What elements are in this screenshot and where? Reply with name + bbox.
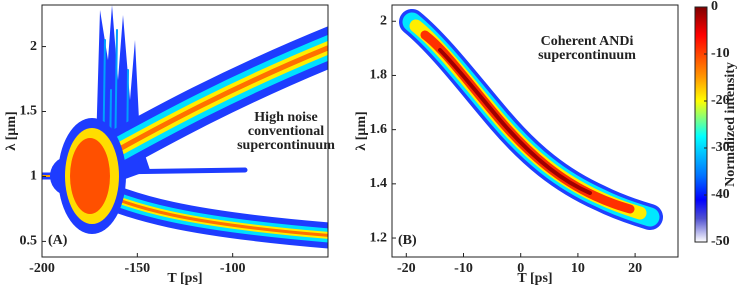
annotation: conventional xyxy=(248,124,324,139)
panel-label: (B) xyxy=(398,233,417,248)
y-axis-label: λ [μm] xyxy=(354,111,369,150)
y-tick-label: 2 xyxy=(30,39,37,54)
colorbar-tick-label: -30 xyxy=(711,140,730,155)
y-axis-label: λ [μm] xyxy=(4,111,19,150)
y-tick-label: 2 xyxy=(380,13,387,28)
colorbar-label: Normalized intensity xyxy=(723,62,738,187)
x-tick-label: -10 xyxy=(454,261,473,276)
y-tick-label: 1.4 xyxy=(370,176,388,191)
y-tick-label: 1.6 xyxy=(370,122,388,137)
x-tick-label: -150 xyxy=(124,261,150,276)
y-tick-label: 1.5 xyxy=(20,104,38,119)
panel-label: (A) xyxy=(48,233,68,248)
x-tick-label: -200 xyxy=(29,261,55,276)
annotation: Coherent ANDi xyxy=(541,34,634,49)
spectrogram-a-image xyxy=(42,5,328,249)
annotation: supercontinuum xyxy=(237,138,335,153)
x-tick-label: 20 xyxy=(628,261,642,276)
colorbar-tick-label: -40 xyxy=(711,187,730,202)
axes-frame xyxy=(391,4,679,258)
spectrogram-b-image xyxy=(399,9,663,230)
colorbar-tick-label: -50 xyxy=(711,234,730,249)
y-tick-label: 0.5 xyxy=(20,234,38,249)
y-tick-label: 1.8 xyxy=(370,68,388,83)
colorbar-tick-label: -20 xyxy=(711,93,730,108)
axes-frame xyxy=(41,4,329,258)
y-tick-label: 1.2 xyxy=(370,230,388,245)
x-axis-label: T [ps] xyxy=(517,271,552,286)
x-axis-label: T [ps] xyxy=(167,271,202,286)
x-tick-label: 0 xyxy=(517,261,524,276)
x-tick-label: 10 xyxy=(571,261,585,276)
annotation: High noise xyxy=(254,110,317,125)
y-tick-label: 1 xyxy=(30,169,37,184)
annotation: supercontinuum xyxy=(538,48,636,63)
x-tick-label: -100 xyxy=(220,261,246,276)
colorbar-tick-label: 0 xyxy=(711,0,718,14)
colorbar-tick-label: -10 xyxy=(711,46,730,61)
colorbar xyxy=(694,6,708,243)
x-tick-label: -20 xyxy=(397,261,416,276)
